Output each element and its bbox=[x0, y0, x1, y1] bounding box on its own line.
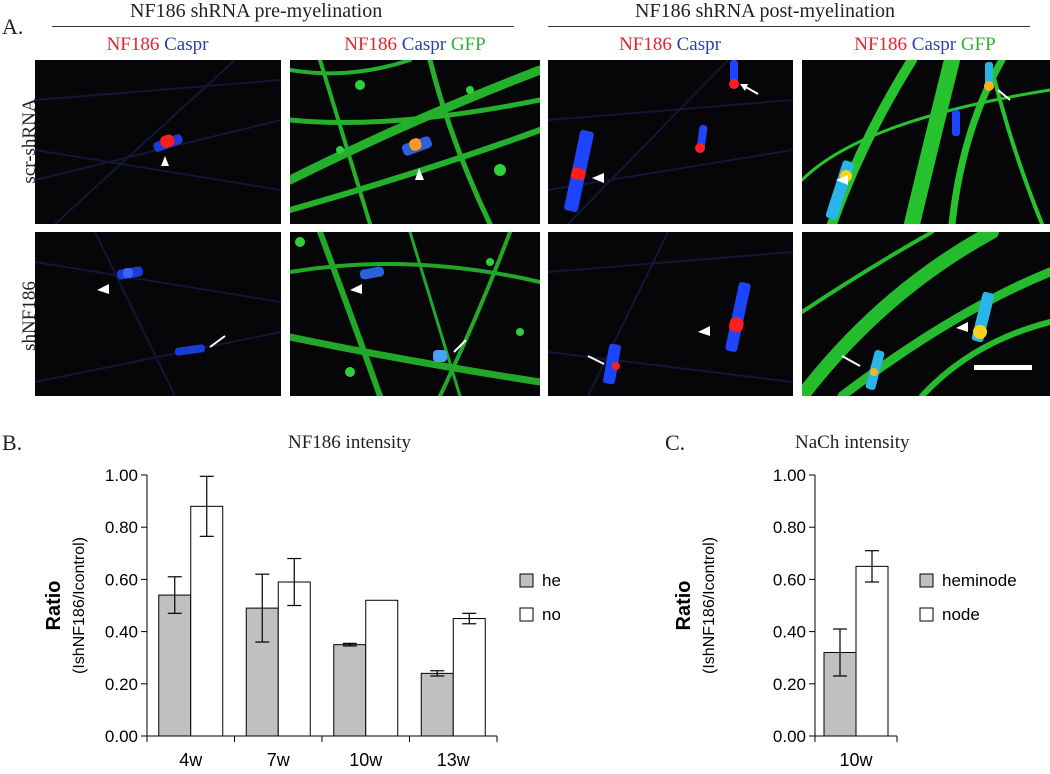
y-tick-label: 0.40 bbox=[773, 623, 806, 642]
legend-label-node: node bbox=[942, 605, 980, 624]
column-label-2: NF186 Caspr GFP bbox=[290, 34, 540, 56]
arrowhead-icon bbox=[836, 175, 848, 185]
x-tick-label: 10w bbox=[349, 750, 383, 770]
label-gfp: GFP bbox=[450, 34, 486, 55]
group-rule-post bbox=[548, 26, 1030, 27]
chart-b-title: NF186 intensity bbox=[288, 432, 411, 453]
arrow-icon bbox=[453, 339, 467, 353]
arrow-icon bbox=[841, 355, 861, 367]
label-nf186: NF186 bbox=[854, 34, 908, 55]
y-tick-label: 1.00 bbox=[105, 466, 138, 485]
x-tick-label: 13w bbox=[437, 750, 471, 770]
arrowhead-icon bbox=[698, 326, 710, 336]
bar-node bbox=[855, 565, 889, 737]
y-axis-sublabel: (IshNF186/Icontrol) bbox=[71, 537, 88, 674]
x-tick-label: 4w bbox=[179, 750, 203, 770]
label-nf186: NF186 bbox=[344, 34, 398, 55]
bar-node bbox=[365, 599, 399, 737]
micrograph-scr-gfp bbox=[290, 60, 540, 224]
bar-heminode bbox=[420, 672, 454, 737]
bar-heminode bbox=[158, 594, 192, 737]
y-tick-label: 0.00 bbox=[773, 727, 806, 746]
arrowhead-icon bbox=[161, 156, 169, 166]
y-tick-label: 0.00 bbox=[105, 727, 138, 746]
label-caspr: Caspr bbox=[911, 34, 957, 55]
micrograph-sh-caspr bbox=[35, 232, 281, 396]
chart-c-title: NaCh intensity bbox=[795, 432, 910, 453]
label-caspr: Caspr bbox=[164, 34, 209, 55]
panel-a-label: A. bbox=[2, 14, 24, 39]
y-axis-label: Ratio bbox=[673, 581, 695, 631]
y-tick-label: 0.40 bbox=[105, 623, 138, 642]
panel-c-label: C. bbox=[665, 430, 686, 455]
micrograph-scr-post-caspr bbox=[548, 60, 793, 224]
micrograph-sh-gfp bbox=[290, 232, 540, 396]
micrograph-scr-post-gfp bbox=[802, 60, 1050, 224]
legend-label-node: node bbox=[542, 605, 560, 624]
micrograph-scr-caspr bbox=[35, 60, 281, 224]
label-nf186: NF186 bbox=[106, 34, 160, 55]
label-caspr: Caspr bbox=[401, 34, 447, 55]
arrow-icon bbox=[587, 355, 605, 365]
bar-heminode bbox=[333, 644, 367, 737]
column-label-3: NF186 Caspr bbox=[545, 34, 795, 56]
micrograph-sh-post-gfp bbox=[802, 232, 1050, 396]
y-tick-label: 0.60 bbox=[105, 570, 138, 589]
legend-label-heminode: heminode bbox=[542, 571, 560, 590]
legend-swatch-node bbox=[919, 607, 934, 622]
y-axis-sublabel: (IshNF186/Icontrol) bbox=[701, 537, 718, 674]
y-tick-label: 0.60 bbox=[773, 570, 806, 589]
column-label-4: NF186 Caspr GFP bbox=[800, 34, 1050, 56]
arrow-icon bbox=[997, 89, 1011, 101]
x-tick-label: 7w bbox=[267, 750, 291, 770]
y-tick-label: 0.80 bbox=[105, 518, 138, 537]
chart-b: 0.00 0.20 0.40 0.60 0.80 1.00 Ratio (IshNF186/I… bbox=[43, 466, 560, 770]
bar-node bbox=[452, 618, 486, 737]
y-axis-label: Ratio bbox=[43, 581, 65, 631]
x-tick-label: 10w bbox=[839, 750, 873, 770]
legend-label-heminode: heminode bbox=[942, 571, 1017, 590]
y-tick-label: 0.20 bbox=[105, 675, 138, 694]
column-label-1: NF186 Caspr bbox=[50, 34, 265, 56]
y-tick-label: 0.20 bbox=[773, 675, 806, 694]
arrow-icon bbox=[209, 335, 226, 348]
group-title-pre-myelination: NF186 shRNA pre-myelination bbox=[130, 0, 383, 22]
panel-b-label: B. bbox=[2, 430, 23, 455]
bar-node bbox=[190, 505, 224, 737]
group-rule-pre bbox=[52, 26, 514, 27]
micrograph-sh-post-caspr bbox=[548, 232, 793, 396]
y-tick-label: 0.80 bbox=[773, 518, 806, 537]
legend-swatch-heminode bbox=[919, 573, 934, 588]
legend-swatch-node bbox=[519, 607, 534, 622]
legend-swatch-heminode bbox=[519, 573, 534, 588]
chart-c: 0.00 0.20 0.40 0.60 0.80 1.00 Ratio (IshNF186/I… bbox=[673, 466, 1017, 770]
arrowhead-icon bbox=[592, 173, 604, 183]
label-caspr: Caspr bbox=[676, 34, 721, 55]
label-nf186: NF186 bbox=[619, 34, 672, 55]
group-title-post-myelination: NF186 shRNA post-myelination bbox=[635, 0, 896, 22]
arrowhead-icon bbox=[415, 168, 424, 180]
arrowhead-icon bbox=[956, 322, 968, 332]
arrowhead-icon bbox=[97, 284, 109, 294]
label-gfp: GFP bbox=[960, 34, 996, 55]
scale-bar bbox=[974, 365, 1032, 370]
arrowhead-icon bbox=[350, 284, 362, 294]
y-tick-label: 1.00 bbox=[773, 466, 806, 485]
bar-node bbox=[277, 581, 311, 737]
